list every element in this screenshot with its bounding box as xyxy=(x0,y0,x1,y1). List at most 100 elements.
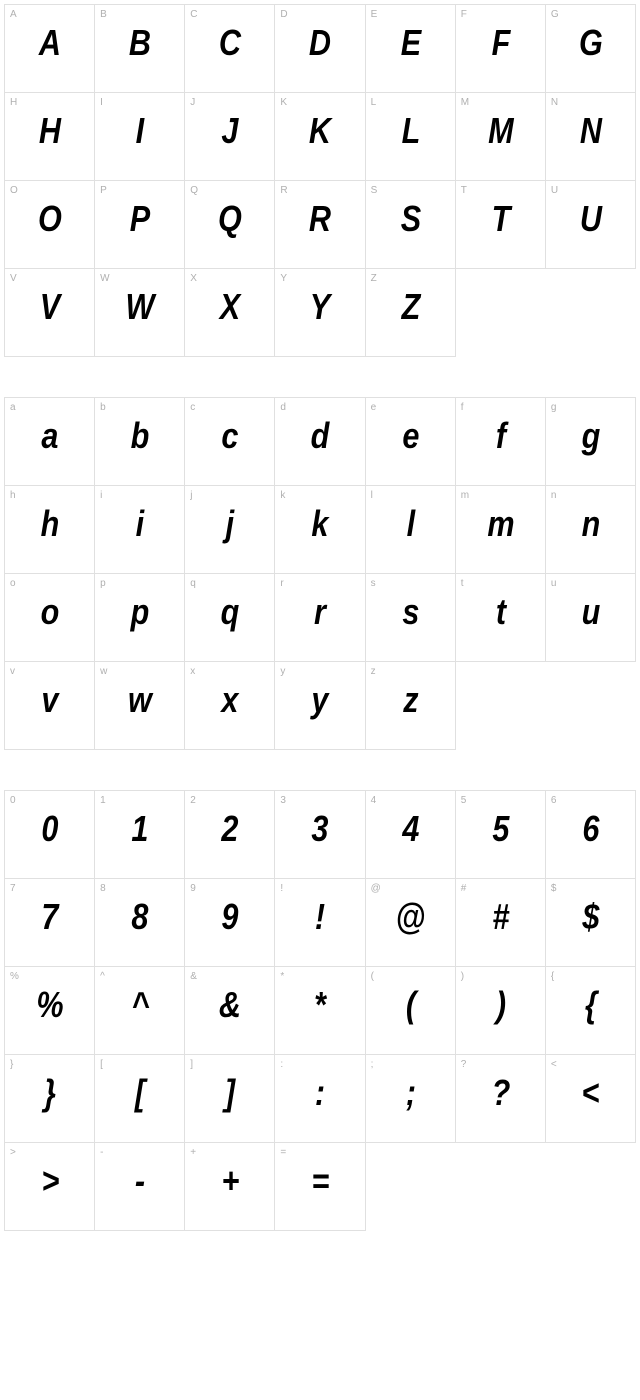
cell-label: 8 xyxy=(100,883,106,894)
cell-label: 0 xyxy=(10,795,16,806)
cell-label: { xyxy=(551,971,554,982)
glyph-cell: LL xyxy=(366,93,456,181)
cell-label: Z xyxy=(371,273,377,284)
empty-cell xyxy=(546,662,636,750)
glyph-cell: HH xyxy=(5,93,95,181)
glyph-cell: TT xyxy=(456,181,546,269)
cell-glyph: ) xyxy=(496,984,505,1026)
glyph-cell: UU xyxy=(546,181,636,269)
cell-label: * xyxy=(280,971,284,982)
cell-glyph: Y xyxy=(310,286,330,328)
glyph-cell: AA xyxy=(5,5,95,93)
cell-glyph: ] xyxy=(225,1072,234,1114)
glyph-cell: YY xyxy=(275,269,365,357)
cell-label: X xyxy=(190,273,197,284)
cell-glyph: u xyxy=(581,591,599,633)
cell-glyph: F xyxy=(491,22,509,64)
cell-label: z xyxy=(371,666,376,677)
glyph-cell: DD xyxy=(275,5,365,93)
cell-glyph: $ xyxy=(582,896,598,938)
glyph-cell: ;; xyxy=(366,1055,456,1143)
glyph-cell: bb xyxy=(95,398,185,486)
glyph-cell: zz xyxy=(366,662,456,750)
cell-glyph: n xyxy=(581,503,599,545)
glyph-cell: OO xyxy=(5,181,95,269)
cell-label: & xyxy=(190,971,197,982)
glyph-cell: 99 xyxy=(185,879,275,967)
cell-glyph: : xyxy=(315,1072,324,1114)
glyph-cell: gg xyxy=(546,398,636,486)
cell-label: u xyxy=(551,578,557,589)
cell-label: Y xyxy=(280,273,287,284)
cell-label: P xyxy=(100,185,107,196)
cell-glyph: f xyxy=(496,415,505,457)
cell-glyph: R xyxy=(309,198,330,240)
glyph-cell: [[ xyxy=(95,1055,185,1143)
cell-glyph: 2 xyxy=(222,808,238,850)
cell-glyph: 1 xyxy=(132,808,148,850)
cell-glyph: H xyxy=(39,110,60,152)
glyph-cell: ff xyxy=(456,398,546,486)
glyph-cell: ++ xyxy=(185,1143,275,1231)
glyph-cell: 00 xyxy=(5,791,95,879)
cell-label: G xyxy=(551,9,559,20)
cell-glyph: m xyxy=(487,503,513,545)
cell-glyph: [ xyxy=(135,1072,144,1114)
cell-glyph: ( xyxy=(405,984,414,1026)
glyph-cell: << xyxy=(546,1055,636,1143)
section-lowercase: aabbccddeeffgghhiijjkkllmmnnooppqqrrsstt… xyxy=(4,397,636,750)
glyph-cell: JJ xyxy=(185,93,275,181)
cell-label: V xyxy=(10,273,17,284)
cell-label: 2 xyxy=(190,795,196,806)
cell-label: t xyxy=(461,578,464,589)
cell-label: Q xyxy=(190,185,198,196)
cell-label: R xyxy=(280,185,287,196)
cell-label: 6 xyxy=(551,795,557,806)
cell-label: $ xyxy=(551,883,557,894)
cell-glyph: } xyxy=(44,1072,55,1114)
cell-label: O xyxy=(10,185,18,196)
glyph-cell: EE xyxy=(366,5,456,93)
glyph-cell: VV xyxy=(5,269,95,357)
cell-label: K xyxy=(280,97,287,108)
glyph-cell: xx xyxy=(185,662,275,750)
glyph-cell: WW xyxy=(95,269,185,357)
glyph-cell: >> xyxy=(5,1143,95,1231)
cell-label: = xyxy=(280,1147,286,1158)
glyph-cell: tt xyxy=(456,574,546,662)
cell-glyph: 7 xyxy=(41,896,57,938)
cell-glyph: > xyxy=(41,1160,58,1202)
cell-glyph: Z xyxy=(401,286,419,328)
cell-glyph: B xyxy=(129,22,150,64)
cell-glyph: w xyxy=(128,679,151,721)
cell-label: E xyxy=(371,9,378,20)
cell-label: h xyxy=(10,490,16,501)
cell-glyph: x xyxy=(222,679,238,721)
glyph-cell: 44 xyxy=(366,791,456,879)
cell-label: 4 xyxy=(371,795,377,806)
cell-glyph: 9 xyxy=(222,896,238,938)
cell-glyph: U xyxy=(580,198,601,240)
cell-glyph: K xyxy=(309,110,330,152)
cell-glyph: C xyxy=(219,22,240,64)
cell-glyph: N xyxy=(580,110,601,152)
glyph-cell: 66 xyxy=(546,791,636,879)
glyph-cell: aa xyxy=(5,398,95,486)
cell-glyph: ; xyxy=(405,1072,414,1114)
cell-glyph: g xyxy=(581,415,599,457)
glyph-cell: %% xyxy=(5,967,95,1055)
cell-label: 7 xyxy=(10,883,16,894)
glyph-grid: AABBCCDDEEFFGGHHIIJJKKLLMMNNOOPPQQRRSSTT… xyxy=(4,4,636,357)
cell-label: x xyxy=(190,666,195,677)
cell-label: e xyxy=(371,402,377,413)
glyph-cell: vv xyxy=(5,662,95,750)
character-map: AABBCCDDEEFFGGHHIIJJKKLLMMNNOOPPQQRRSSTT… xyxy=(4,4,636,1231)
section-uppercase: AABBCCDDEEFFGGHHIIJJKKLLMMNNOOPPQQRRSSTT… xyxy=(4,4,636,357)
glyph-cell: FF xyxy=(456,5,546,93)
cell-label: % xyxy=(10,971,19,982)
glyph-cell: !! xyxy=(275,879,365,967)
glyph-cell: hh xyxy=(5,486,95,574)
cell-glyph: q xyxy=(221,591,239,633)
glyph-cell: cc xyxy=(185,398,275,486)
cell-glyph: o xyxy=(41,591,59,633)
